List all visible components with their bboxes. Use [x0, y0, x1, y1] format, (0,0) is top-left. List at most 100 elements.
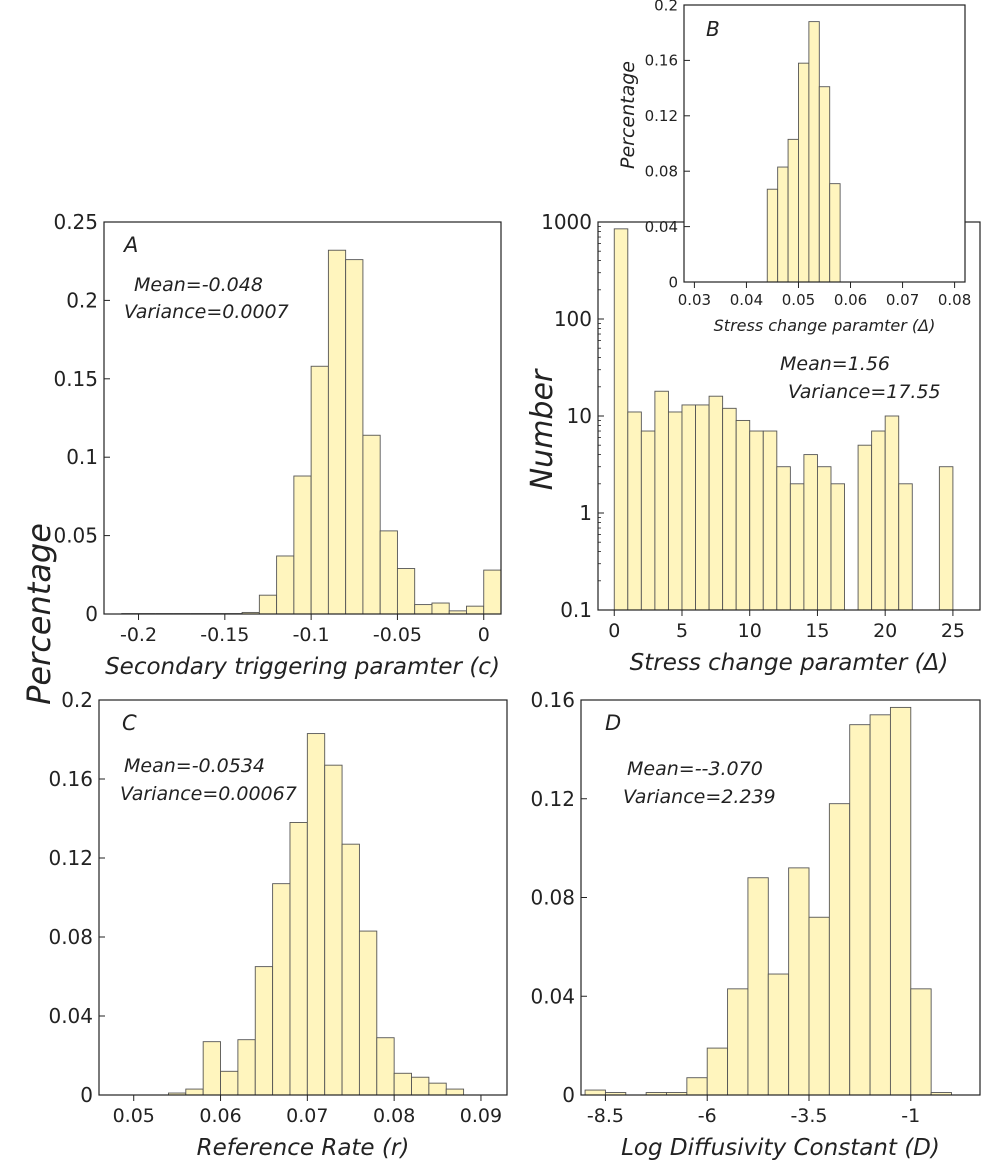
x-tick-label: 0.06 [199, 1105, 241, 1127]
histogram-bar [766, 188, 779, 283]
histogram-bar [327, 249, 347, 615]
histogram-bar [910, 988, 932, 1096]
y-axis-label: Number [525, 368, 560, 490]
histogram-bar [708, 395, 724, 611]
histogram-bar [884, 415, 900, 611]
histogram-bar [808, 21, 820, 283]
y-tick-label: 0.2 [61, 688, 93, 712]
histogram-bar [828, 803, 851, 1096]
y-tick-label: 0 [562, 1083, 575, 1107]
histogram-bar [293, 475, 312, 615]
y-tick-label: 0.08 [645, 162, 678, 180]
x-tick-label: 0.09 [460, 1105, 502, 1127]
stats-annotation: Variance=17.55 [788, 381, 941, 403]
histogram-bar [483, 569, 502, 615]
plot-frame [103, 221, 502, 615]
panel-a: 0 0.05 0.1 0.15 0.2 0.25 -0.2 -0.15 -0.1 -0.05 0 Se… [53, 210, 502, 680]
histogram-bar [627, 411, 642, 611]
y-tick-label: 0.2 [66, 288, 98, 312]
histogram-bar [358, 930, 378, 1096]
histogram-bar [871, 430, 886, 611]
y-axis-label: Percentage [617, 61, 639, 169]
x-tick-label: 0.08 [373, 1105, 415, 1127]
y-tick-label: 0.04 [530, 984, 575, 1008]
histogram-bar [376, 1037, 395, 1096]
histogram-bar [898, 483, 913, 611]
histogram-bar [431, 602, 450, 615]
x-tick-label: -0.2 [120, 624, 157, 646]
panel-d: 0 0.04 0.08 0.12 0.16 -8.5 -6 -3.5 -1 Log Diffusi… [530, 688, 981, 1161]
panel-label: D [605, 711, 621, 735]
histogram-bar [345, 259, 364, 615]
histogram-bar [396, 568, 416, 615]
histogram-bar [829, 183, 841, 283]
histogram-bar [789, 483, 805, 611]
histogram-bar [393, 1072, 412, 1096]
histogram-bar [808, 916, 830, 1096]
plot-frame [98, 699, 508, 1096]
x-tick-label: -1 [901, 1105, 920, 1127]
y-tick-label: 0.25 [53, 210, 98, 234]
stats-annotation: Mean=-0.0534 [124, 755, 265, 777]
x-tick-label: 0 [478, 624, 490, 646]
stats-annotation: Variance=2.239 [623, 786, 776, 808]
x-axis-label: Stress change paramter (Δ) [630, 650, 949, 676]
histogram-bar [749, 430, 764, 611]
y-tick-label: 0.16 [48, 767, 93, 791]
y-tick-label: 0 [668, 273, 678, 291]
y-tick-label: 0.04 [645, 218, 678, 236]
histogram-bar [654, 390, 669, 611]
panel-label: C [122, 711, 137, 735]
histogram-bar [816, 466, 832, 611]
histogram-bar [258, 594, 278, 615]
y-tick-label: 0.12 [530, 787, 575, 811]
histogram-bar [306, 733, 326, 1096]
histogram-bar [220, 1070, 239, 1096]
stats-annotation: Mean=1.56 [780, 353, 890, 375]
y-tick-label: 0.12 [645, 107, 678, 125]
y-tick-label: 0.05 [53, 524, 98, 548]
x-tick-label: 0.06 [834, 291, 867, 309]
y-tick-label: 1000 [541, 210, 592, 234]
y-tick-label: 100 [554, 307, 592, 331]
x-tick-label: 5 [676, 620, 688, 642]
y-tick-label: 0.15 [53, 367, 98, 391]
histogram-bar [788, 867, 810, 1096]
histogram-bar [938, 466, 954, 611]
x-tick-label: -0.05 [373, 624, 422, 646]
histogram-bar [777, 166, 789, 283]
stats-annotation: Mean=--3.070 [627, 758, 763, 780]
y-tick-label: 0.1 [66, 445, 98, 469]
stats-annotation: Mean=-0.048 [134, 274, 263, 296]
x-tick-label: -8.5 [587, 1105, 624, 1127]
panel-label: A [122, 233, 138, 257]
x-tick-label: 20 [873, 620, 897, 642]
histogram-bar [310, 365, 329, 615]
plot-frame [683, 4, 966, 283]
x-tick-label: 0.07 [886, 291, 919, 309]
histogram-bar [414, 604, 433, 615]
histogram-bar [445, 1088, 465, 1096]
histogram-bar [379, 530, 398, 615]
histogram-bar [276, 555, 295, 615]
y-tick-label: 1 [579, 501, 592, 525]
panel-c: 0 0.04 0.08 0.12 0.16 0.2 0.05 0.06 0.07 0.08 0.09… [48, 688, 508, 1161]
histogram-bar [762, 430, 778, 611]
histogram-bar [411, 1076, 430, 1096]
histogram-bar [428, 1082, 447, 1096]
x-tick-label: 0.07 [286, 1105, 328, 1127]
histogram-bar [849, 724, 871, 1096]
y-tick-label: 0 [80, 1083, 93, 1107]
histogram-bar [722, 407, 737, 611]
x-tick-label: 25 [941, 620, 965, 642]
y-tick-label: 0 [85, 602, 98, 626]
x-axis-label: Stress change paramter (Δ) [714, 316, 936, 335]
panel-label: B [706, 17, 720, 41]
x-tick-label: -0.1 [293, 624, 330, 646]
x-tick-label: 0.04 [730, 291, 763, 309]
y-tick-label: 0.04 [48, 1004, 93, 1028]
histogram-bar [584, 1089, 606, 1096]
y-tick-label: 10 [567, 404, 592, 428]
histogram-bar [818, 86, 831, 283]
